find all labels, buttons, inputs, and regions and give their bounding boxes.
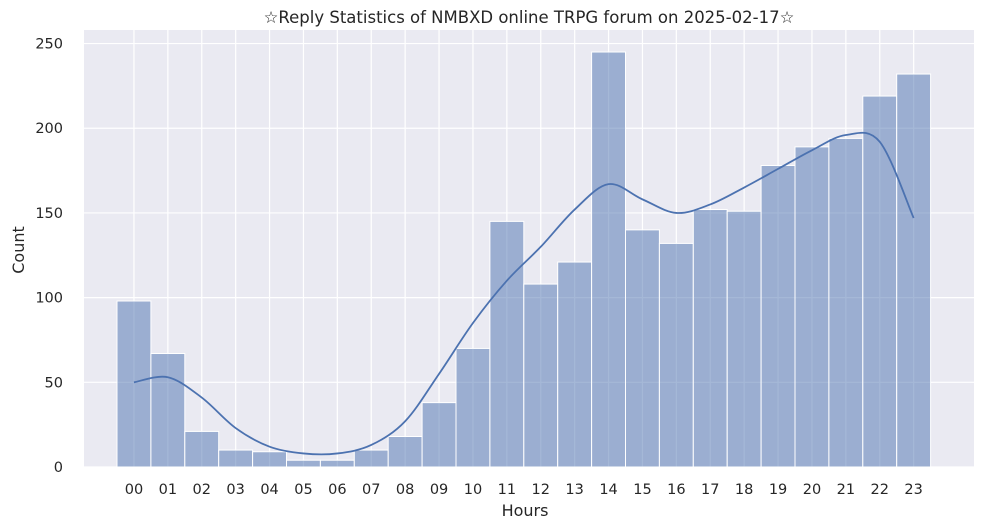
x-tick-label: 17	[701, 482, 719, 498]
x-tick-label: 18	[735, 482, 753, 498]
histogram-bar	[760, 165, 796, 468]
y-axis-label: Count	[9, 226, 28, 274]
histogram-bar	[557, 261, 593, 468]
x-tick-label: 04	[260, 482, 278, 498]
y-tick-label: 200	[35, 121, 63, 137]
y-tick-label: 150	[35, 206, 63, 222]
histogram-bar	[116, 300, 152, 468]
x-tick-label: 06	[328, 482, 346, 498]
x-tick-label: 11	[498, 482, 516, 498]
histogram-bar	[353, 449, 389, 468]
y-tick-label: 100	[35, 291, 63, 307]
histogram-bar	[421, 402, 457, 468]
histogram-bar	[150, 353, 186, 468]
x-tick-label: 02	[193, 482, 211, 498]
histogram-bar	[455, 347, 491, 468]
histogram-bar	[319, 459, 355, 468]
x-tick-label: 21	[837, 482, 855, 498]
histogram-bar	[286, 459, 321, 468]
x-tick-label: 10	[464, 482, 482, 498]
x-tick-label: 13	[565, 482, 583, 498]
x-tick-label: 22	[871, 482, 889, 498]
histogram-bar	[387, 436, 423, 468]
x-tick-label: 20	[803, 482, 821, 498]
histogram-bar	[523, 283, 559, 468]
histogram-bar	[692, 209, 728, 468]
histogram-bar	[794, 146, 830, 468]
x-axis-label: Hours	[502, 501, 549, 520]
histogram-bar	[218, 449, 254, 468]
y-tick-labels: 0 50 100 150 200 250	[35, 37, 63, 476]
kde-line	[133, 131, 915, 456]
histogram-bar	[591, 51, 626, 468]
bars	[116, 51, 932, 468]
histogram-bar	[625, 229, 660, 468]
y-tick-label: 250	[35, 37, 63, 53]
histogram-bar	[489, 220, 525, 468]
x-tick-label: 19	[769, 482, 787, 498]
histogram-bar	[184, 430, 220, 468]
x-tick-label: 07	[362, 482, 380, 498]
y-tick-label: 50	[45, 375, 63, 391]
x-tick-label: 16	[667, 482, 685, 498]
histogram-bar	[726, 210, 762, 468]
x-tick-label: 14	[599, 482, 617, 498]
x-tick-labels: 00 01 02 03 04 05 06 07 08 09 10 11 12 13 14 15 16 17 18 19…	[125, 482, 923, 498]
x-tick-label: 01	[159, 482, 177, 498]
x-tick-label: 05	[294, 482, 312, 498]
x-tick-label: 09	[430, 482, 448, 498]
x-tick-label: 03	[226, 482, 244, 498]
histogram-bar	[658, 242, 694, 468]
y-tick-label: 0	[54, 460, 63, 476]
histogram-bar	[862, 95, 898, 468]
histogram-bar	[828, 137, 864, 468]
x-tick-label: 00	[125, 482, 143, 498]
x-tick-label: 23	[904, 482, 922, 498]
histogram-bar	[252, 451, 288, 468]
x-tick-label: 12	[532, 482, 550, 498]
x-tick-label: 15	[633, 482, 651, 498]
chart-title: ☆Reply Statistics of NMBXD online TRPG f…	[264, 8, 795, 27]
histogram-bar	[896, 73, 932, 468]
x-tick-label: 08	[396, 482, 414, 498]
